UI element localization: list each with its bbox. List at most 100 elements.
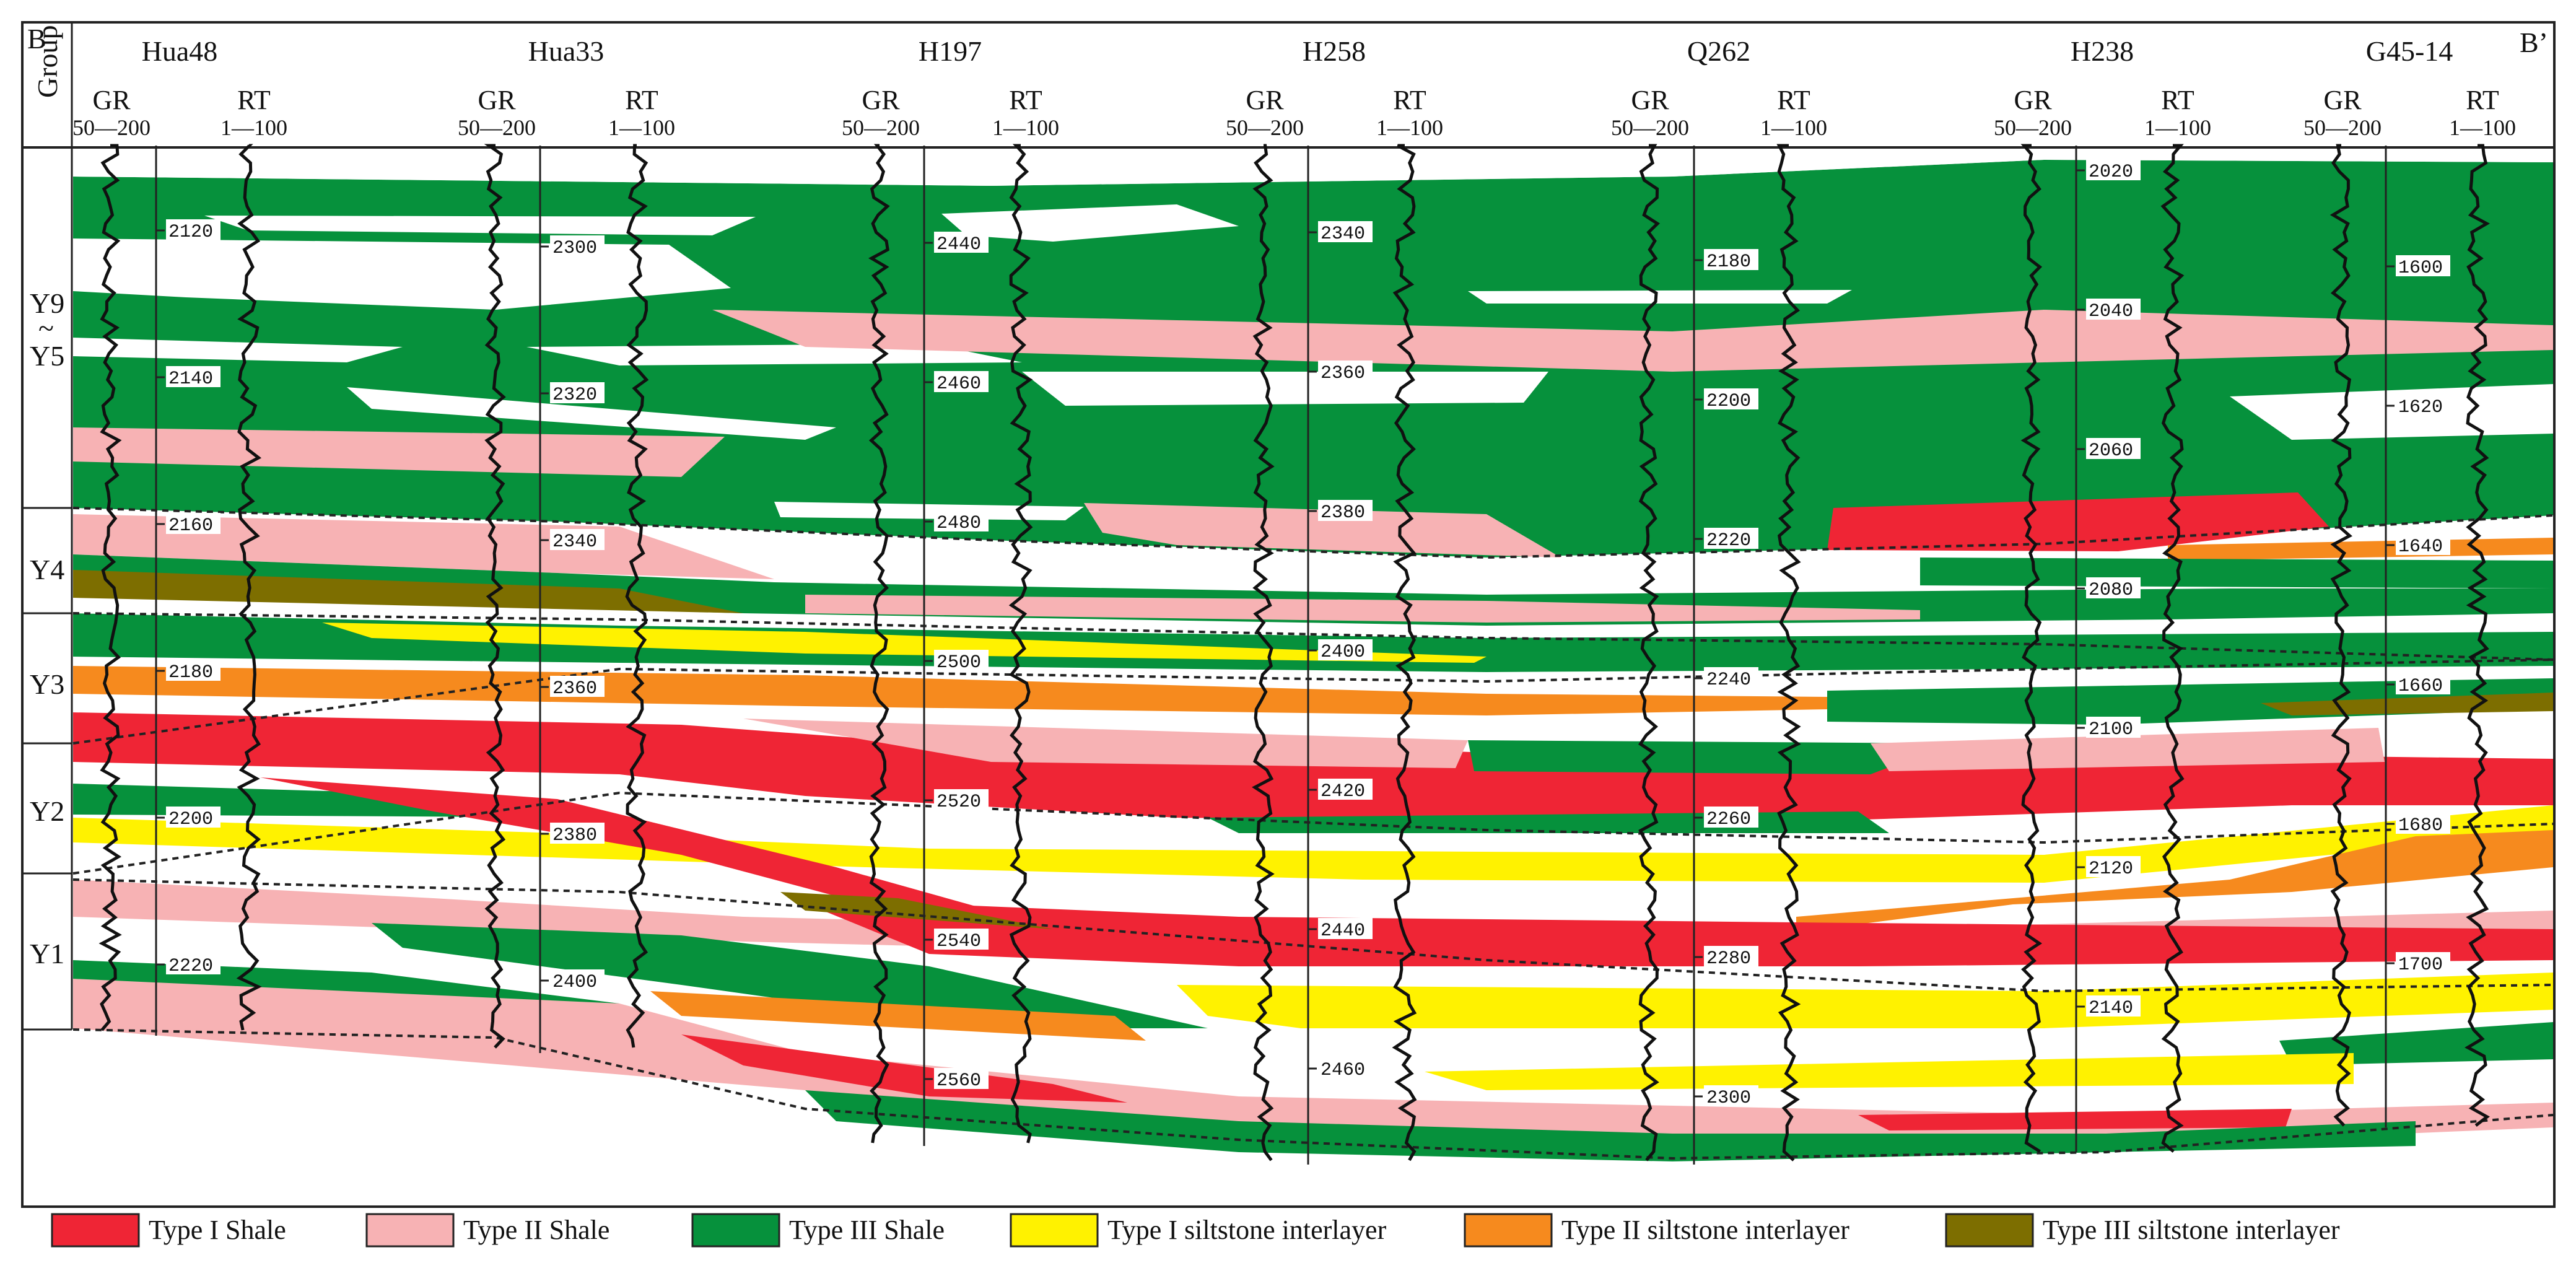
depth-label: 1640 — [2398, 536, 2443, 557]
depth-label-bg — [166, 660, 220, 681]
rt-curve-label: RT — [237, 85, 271, 115]
zone-label-y3: Y3 — [30, 668, 64, 700]
legend-swatch — [365, 1213, 455, 1248]
depth-label-bg — [934, 371, 989, 392]
depth-label-bg — [166, 366, 220, 387]
well-name: H238 — [2071, 35, 2134, 67]
white-lens — [774, 502, 1084, 520]
rt-log-curve — [1008, 144, 1033, 1143]
rt-curve-label: RT — [625, 85, 658, 115]
rt-curve-label: RT — [1393, 85, 1426, 115]
depth-label: 2460 — [937, 374, 981, 395]
depth-label-bg — [2086, 577, 2141, 598]
depth-label: 2520 — [937, 792, 981, 813]
depth-label: 2420 — [1321, 781, 1365, 802]
depth-label: 2220 — [168, 956, 213, 977]
well-name: H197 — [919, 35, 982, 67]
zone-label-y9: Y9 — [30, 287, 64, 319]
rt-log-curve — [1392, 144, 1417, 1161]
depth-label-bg — [934, 1068, 989, 1089]
depth-label: 1680 — [2398, 815, 2443, 836]
group-header: Group — [32, 25, 63, 98]
well-name: G45-14 — [2366, 35, 2453, 67]
depth-label-bg — [2396, 255, 2450, 276]
depth-label: 2380 — [552, 825, 597, 846]
wells-layer: Hua48GR50—200RT1—10021202140216021802200… — [72, 35, 2516, 1165]
legend-item-type2-silt: Type II siltstone interlayer — [1464, 1213, 1849, 1248]
depth-label: 2140 — [168, 369, 213, 390]
lithology-layers — [73, 149, 2553, 1161]
type1-shale-band — [793, 898, 2553, 966]
type2-shale-band — [712, 310, 2553, 372]
well-name: Q262 — [1687, 35, 1750, 67]
boundary-y5-y4 — [72, 507, 2554, 559]
depth-label-bg — [2086, 299, 2141, 320]
type1-silt-band — [322, 623, 1487, 663]
type2-silt-band — [650, 991, 1146, 1041]
depth-label: 2480 — [937, 513, 981, 534]
gr-log-curve — [484, 144, 506, 1049]
depth-label-bg — [1318, 639, 1373, 660]
type2-silt-band — [2168, 538, 2553, 561]
depth-label: 2060 — [2089, 440, 2133, 461]
rt-log-curve — [2465, 144, 2491, 1127]
depth-label-bg — [1318, 1057, 1373, 1078]
gr-curve-label: GR — [478, 85, 516, 115]
depth-label-bg — [1318, 779, 1373, 800]
depth-label: 2180 — [1706, 251, 1751, 273]
rt-range-label: 1—100 — [1376, 115, 1443, 140]
depth-label-bg — [166, 513, 220, 534]
depth-label: 2300 — [552, 238, 597, 259]
type3-shale-band — [372, 923, 1208, 1028]
gr-range-label: 50—200 — [2303, 115, 2382, 140]
depth-label: 2560 — [937, 1070, 981, 1091]
depth-label-bg — [2396, 395, 2450, 416]
depth-label: 2240 — [1706, 670, 1751, 691]
depth-label: 2500 — [937, 652, 981, 673]
depth-label-bg — [1704, 807, 1758, 828]
white-lens — [73, 149, 2553, 186]
legend-label: Type III Shale — [789, 1215, 945, 1245]
depth-label-bg — [166, 953, 220, 974]
depth-label-bg — [934, 232, 989, 253]
rt-range-label: 1—100 — [2449, 115, 2516, 140]
depth-label: 2040 — [2089, 301, 2133, 322]
gr-curve-label: GR — [1631, 85, 1669, 115]
depth-label-bg — [1704, 249, 1758, 270]
legend-label: Type III siltstone interlayer — [2043, 1215, 2340, 1245]
rt-curve-label: RT — [2161, 85, 2194, 115]
depth-label: 2200 — [168, 809, 213, 830]
legend-item-type3-silt: Type III siltstone interlayer — [1945, 1213, 2340, 1248]
depth-label: 2220 — [1706, 530, 1751, 551]
legend-swatch — [1464, 1213, 1553, 1248]
depth-label: 2280 — [1706, 948, 1751, 969]
depth-label-bg — [2086, 856, 2141, 877]
rt-curve-label: RT — [2466, 85, 2499, 115]
gr-curve-label: GR — [862, 85, 900, 115]
rt-log-curve — [625, 144, 649, 1048]
depth-label: 2340 — [1321, 224, 1365, 245]
depth-label: 2200 — [1706, 391, 1751, 412]
depth-label: 1660 — [2398, 676, 2443, 697]
depth-label-bg — [550, 823, 605, 844]
gr-range-label: 50—200 — [1226, 115, 1304, 140]
gr-curve-label: GR — [1246, 85, 1284, 115]
depth-label-bg — [2086, 159, 2141, 180]
white-lens — [204, 216, 756, 235]
depth-label: 2340 — [552, 531, 597, 553]
white-lens — [1022, 372, 1548, 406]
depth-label-bg — [934, 650, 989, 671]
depth-label: 2440 — [1321, 920, 1365, 942]
depth-label: 2080 — [2089, 580, 2133, 601]
depth-label: 2300 — [1706, 1088, 1751, 1109]
depth-label: 1700 — [2398, 955, 2443, 976]
depth-label-bg — [550, 969, 605, 990]
depth-label-bg — [1704, 667, 1758, 688]
gr-log-curve — [98, 144, 122, 1031]
type2-shale-band — [1084, 503, 1561, 557]
